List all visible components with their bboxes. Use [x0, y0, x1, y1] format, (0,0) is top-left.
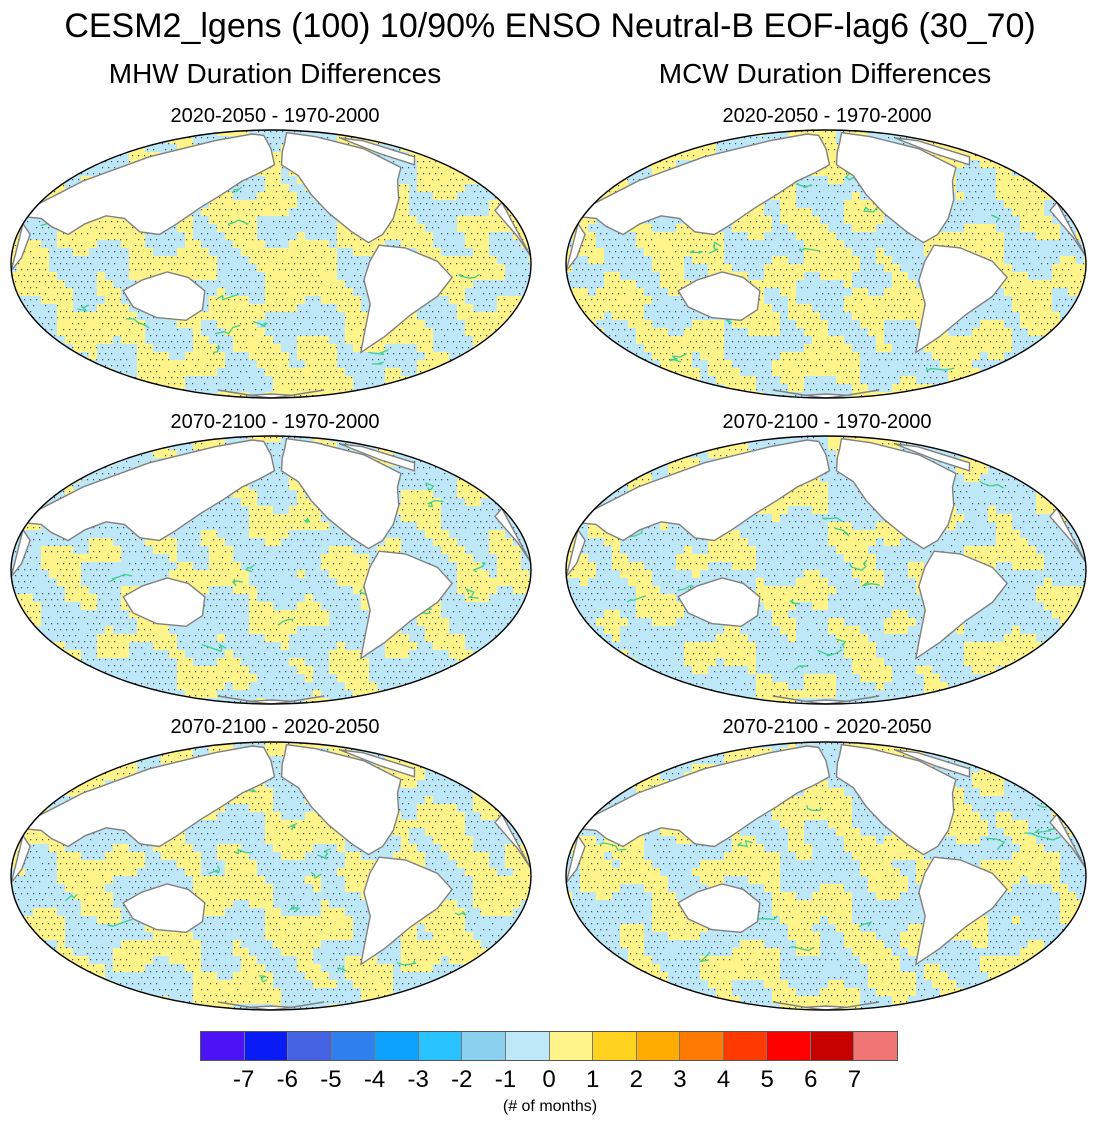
colorbar-swatch [418, 1032, 463, 1060]
panel-title-mcw-3: 2070-2100 - 2020-2050 [722, 716, 932, 738]
colorbar-tick-label: 6 [804, 1066, 818, 1093]
colorbar-swatch [767, 1032, 811, 1060]
panel-title-mcw-2: 2070-2100 - 1970-2000 [722, 411, 932, 433]
figure-title: CESM2_lgens (100) 10/90% ENSO Neutral-B … [64, 7, 1036, 45]
colorbar-swatch [593, 1032, 637, 1060]
colorbar-tick-label: 4 [716, 1066, 731, 1093]
panel-title-mhw-3: 2070-2100 - 2020-2050 [170, 716, 380, 738]
colorbar-tick-label: 2 [629, 1066, 643, 1093]
panel-title-mhw-2: 2070-2100 - 1970-2000 [170, 411, 380, 433]
colorbar [200, 1031, 898, 1061]
colorbar-swatch [810, 1032, 855, 1060]
colorbar-swatch [680, 1032, 724, 1060]
colorbar-units: (# of months) [502, 1098, 598, 1115]
colorbar-swatch [549, 1032, 594, 1060]
colorbar-swatch [854, 1032, 897, 1060]
colorbar-swatch [244, 1032, 289, 1060]
colorbar-swatch [723, 1032, 768, 1060]
colorbar-tick-label: -1 [494, 1066, 517, 1093]
map-mhw-2020-2050 [10, 129, 532, 399]
map-mcw-2070-2100-vs-2020 [565, 741, 1087, 1011]
map-mhw-2070-2100-vs-2020 [10, 741, 532, 1011]
colorbar-tick-label: 7 [847, 1066, 862, 1093]
colorbar-swatch [201, 1032, 245, 1060]
panel-title-mcw-1: 2020-2050 - 1970-2000 [722, 105, 932, 127]
colorbar-swatch [636, 1032, 681, 1060]
panel-title-mhw-1: 2020-2050 - 1970-2000 [170, 105, 380, 127]
map-mhw-2070-2100-vs-1970 [10, 435, 532, 705]
map-mcw-2020-2050 [565, 129, 1087, 399]
colorbar-tick-label: -4 [363, 1066, 386, 1093]
colorbar-swatch [288, 1032, 332, 1060]
colorbar-tick-label: 1 [585, 1066, 600, 1093]
colorbar-tick-label: -5 [320, 1066, 342, 1093]
colorbar-tick-label: 0 [542, 1066, 556, 1093]
colorbar-swatch [375, 1032, 419, 1060]
colorbar-swatch [331, 1032, 376, 1060]
colorbar-tick-label: 5 [760, 1066, 774, 1093]
colorbar-tick-label: 3 [673, 1066, 687, 1093]
column-title-mcw: MCW Duration Differences [658, 58, 992, 89]
map-mcw-2070-2100-vs-1970 [565, 435, 1087, 705]
colorbar-tick-label: -6 [276, 1066, 298, 1093]
colorbar-tick-label: -7 [232, 1066, 255, 1093]
column-title-mhw: MHW Duration Differences [108, 58, 442, 89]
colorbar-tick-label: -2 [451, 1066, 473, 1093]
colorbar-tick-label: -3 [407, 1066, 429, 1093]
colorbar-swatch [462, 1032, 506, 1060]
colorbar-swatch [505, 1032, 550, 1060]
